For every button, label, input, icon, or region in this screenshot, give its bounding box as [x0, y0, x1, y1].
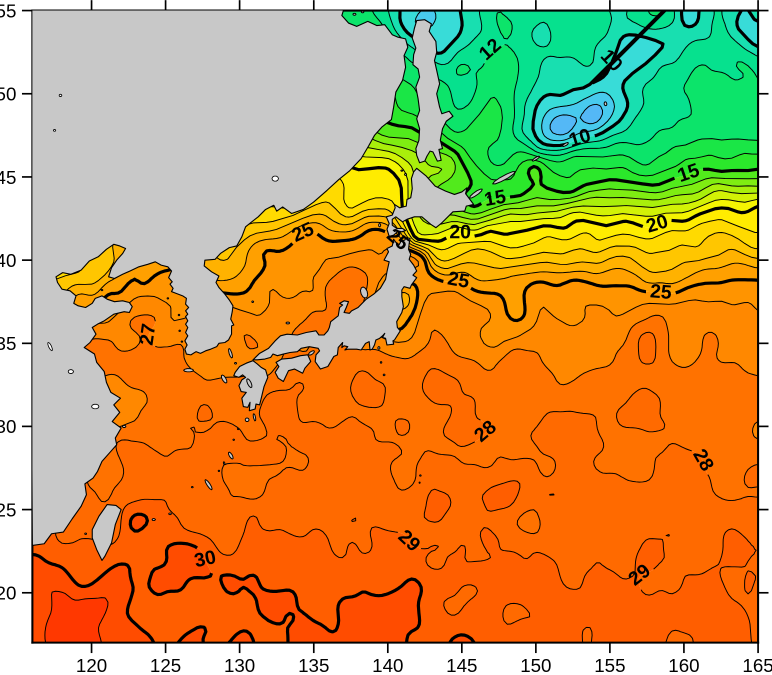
- svg-text:15: 15: [483, 186, 508, 211]
- svg-text:20: 20: [0, 583, 16, 604]
- svg-text:125: 125: [150, 655, 181, 675]
- svg-text:30: 30: [192, 546, 218, 572]
- svg-text:25: 25: [649, 280, 673, 304]
- svg-text:140: 140: [372, 655, 403, 675]
- svg-text:50: 50: [0, 84, 16, 105]
- svg-text:27: 27: [136, 322, 161, 346]
- svg-text:25: 25: [446, 267, 471, 293]
- svg-text:35: 35: [0, 333, 16, 354]
- svg-text:160: 160: [668, 655, 699, 675]
- svg-text:55: 55: [0, 0, 16, 21]
- svg-text:40: 40: [0, 250, 16, 271]
- svg-text:25: 25: [0, 499, 16, 520]
- svg-text:145: 145: [446, 655, 477, 675]
- svg-text:135: 135: [298, 655, 329, 675]
- svg-text:120: 120: [76, 655, 107, 675]
- svg-text:165: 165: [742, 655, 772, 675]
- svg-text:130: 130: [224, 655, 255, 675]
- svg-text:20: 20: [449, 221, 471, 243]
- svg-text:45: 45: [0, 167, 16, 188]
- svg-text:150: 150: [520, 655, 551, 675]
- svg-text:155: 155: [594, 655, 625, 675]
- svg-text:30: 30: [0, 416, 16, 437]
